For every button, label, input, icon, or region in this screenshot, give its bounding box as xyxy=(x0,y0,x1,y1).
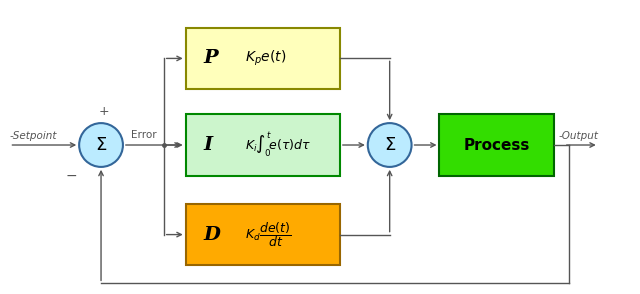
Text: $\Sigma$: $\Sigma$ xyxy=(95,136,107,154)
FancyBboxPatch shape xyxy=(186,114,340,176)
Text: I: I xyxy=(204,136,212,154)
Text: $\Sigma$: $\Sigma$ xyxy=(383,136,396,154)
Text: -Output: -Output xyxy=(559,131,599,141)
FancyBboxPatch shape xyxy=(440,114,554,176)
Text: P: P xyxy=(204,49,218,67)
Text: $K_d\dfrac{de(t)}{dt}$: $K_d\dfrac{de(t)}{dt}$ xyxy=(245,220,292,249)
Text: D: D xyxy=(204,225,220,244)
Text: -Setpoint: -Setpoint xyxy=(10,131,57,141)
Circle shape xyxy=(79,123,123,167)
Text: $K_i\int_0^t\!e(\tau)d\tau$: $K_i\int_0^t\!e(\tau)d\tau$ xyxy=(245,131,311,159)
Text: Error: Error xyxy=(131,130,156,140)
Text: +: + xyxy=(99,105,109,118)
FancyBboxPatch shape xyxy=(186,204,340,265)
Text: −: − xyxy=(65,169,77,183)
Text: $K_p e(t)$: $K_p e(t)$ xyxy=(245,49,287,68)
FancyBboxPatch shape xyxy=(186,28,340,89)
Circle shape xyxy=(368,123,412,167)
Text: Process: Process xyxy=(463,138,530,153)
